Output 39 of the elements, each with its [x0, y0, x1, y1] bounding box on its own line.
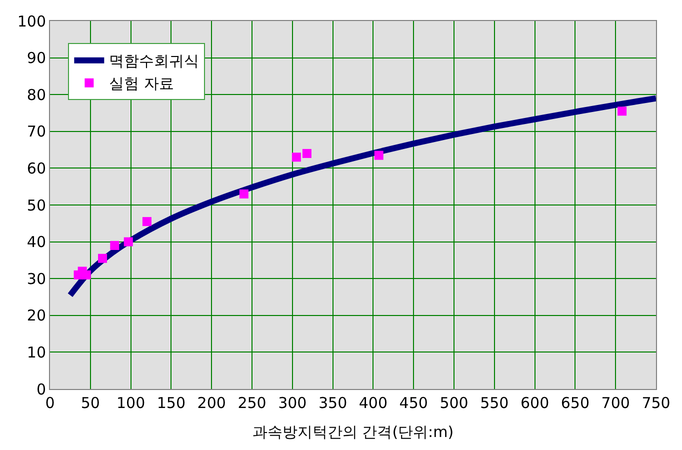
y-tick-label: 0: [36, 380, 46, 398]
y-tick-label: 20: [26, 306, 46, 325]
x-tick-label: 600: [520, 394, 550, 412]
point: [618, 106, 627, 116]
x-tick-label: 350: [318, 394, 348, 412]
x-tick-label: 200: [197, 394, 226, 412]
point: [98, 254, 108, 263]
x-tick-label: 300: [278, 394, 307, 412]
point: [110, 240, 120, 250]
y-tick-label: 70: [26, 122, 46, 141]
x-tick-label: 250: [238, 394, 266, 412]
x-axis-title: 과속방지턱간의 간격(단위:m): [252, 423, 454, 441]
x-tick-label: 550: [480, 394, 509, 412]
x-tick-label: 150: [156, 394, 186, 412]
x-tick-label: 750: [642, 394, 670, 412]
y-tick-label: 30: [26, 270, 46, 288]
y-tick-label: 10: [26, 343, 46, 362]
y-tick-label: 40: [26, 233, 46, 252]
y-tick-label: 100: [17, 12, 46, 30]
x-tick-label: 50: [80, 394, 100, 412]
y-tick-label: 90: [26, 49, 46, 68]
x-tick-label: 400: [358, 394, 388, 412]
x-tick-label: 650: [560, 394, 590, 412]
x-tick-label: 450: [399, 394, 428, 412]
y-tick-label: 50: [26, 196, 46, 214]
legend-label: 멱함수회귀식: [109, 52, 200, 70]
x-tick-label: 500: [440, 394, 468, 412]
point: [82, 270, 91, 280]
point: [124, 237, 133, 246]
x-tick-label: 100: [116, 394, 146, 412]
legend-label: 실험 자료: [109, 74, 174, 93]
point: [142, 217, 152, 226]
y-tick-label: 60: [26, 159, 46, 178]
point: [374, 150, 384, 160]
point: [239, 189, 248, 198]
x-tick-label: 700: [601, 394, 630, 412]
point: [302, 148, 312, 158]
point: [292, 152, 301, 162]
y-tick-label: 80: [26, 86, 46, 104]
